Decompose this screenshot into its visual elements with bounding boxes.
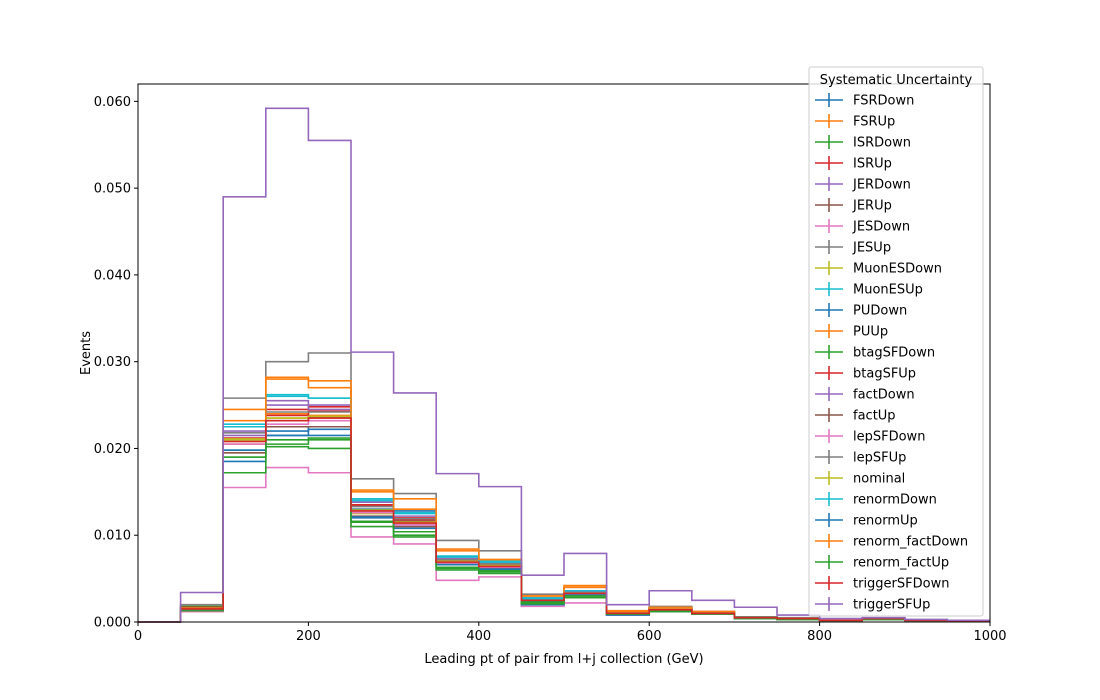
legend-item: renormUp [815, 513, 918, 529]
legend-item: JERDown [815, 177, 911, 193]
y-tick-label: 0.040 [94, 268, 131, 283]
legend-item: nominal [815, 471, 905, 487]
legend-item: PUDown [815, 303, 907, 319]
x-tick-label: 800 [807, 629, 832, 644]
y-tick-label: 0.060 [94, 95, 131, 110]
legend-label: ISRDown [853, 136, 911, 151]
x-tick-label: 0 [134, 629, 142, 644]
legend-item: factUp [815, 408, 896, 424]
legend-item: FSRDown [815, 93, 914, 109]
x-axis: 0 200 400 600 800 1000 [134, 622, 1007, 644]
legend-label: renorm_factDown [853, 535, 968, 550]
x-axis-label: Leading pt of pair from l+j collection (… [424, 652, 703, 667]
legend-label: FSRUp [853, 115, 895, 130]
legend: Systematic Uncertainty FSRDown FSRUp ISRDo… [808, 66, 984, 617]
legend-item: JERUp [815, 198, 892, 214]
legend-label: lepSFDown [853, 430, 925, 445]
legend-label: renormUp [853, 514, 918, 529]
legend-title: Systematic Uncertainty [820, 73, 973, 88]
axes-frame [137, 83, 991, 623]
legend-item: lepSFUp [815, 450, 906, 466]
legend-label: renorm_factUp [853, 556, 949, 571]
x-tick-label: 1000 [973, 629, 1006, 644]
legend-label: ISRUp [853, 157, 892, 172]
x-tick-label: 400 [466, 629, 491, 644]
legend-item: factDown [815, 387, 915, 403]
legend-label: btagSFUp [853, 367, 916, 382]
legend-label: triggerSFUp [853, 598, 930, 613]
legend-label: MuonESUp [853, 283, 923, 298]
legend-item: ISRUp [815, 156, 892, 172]
y-tick-label: 0.000 [94, 616, 131, 631]
legend-label: JESUp [852, 241, 891, 256]
legend-item: btagSFDown [815, 345, 935, 361]
y-axis: 0.000 0.010 0.020 0.030 0.040 0.050 0.060 [94, 95, 138, 631]
y-axis-label: Events [79, 331, 94, 375]
legend-label: PUUp [853, 325, 888, 340]
x-tick-label: 200 [296, 629, 321, 644]
series-line-triggerSFDown [138, 417, 990, 623]
legend-label: lepSFUp [853, 451, 906, 466]
legend-label: JERDown [852, 178, 911, 193]
legend-label: btagSFDown [853, 346, 935, 361]
legend-item: btagSFUp [815, 366, 916, 382]
legend-item: renorm_factDown [815, 534, 968, 550]
legend-item: FSRUp [815, 114, 895, 130]
y-tick-label: 0.020 [94, 442, 131, 457]
legend-item: ISRDown [815, 135, 911, 151]
legend-item: lepSFDown [815, 429, 925, 445]
legend-item: renorm_factUp [815, 555, 949, 571]
legend-label: renormDown [853, 493, 937, 508]
legend-item: PUUp [815, 324, 888, 340]
legend-label: triggerSFDown [853, 577, 949, 592]
legend-item: triggerSFUp [815, 597, 930, 613]
legend-item: MuonESUp [815, 282, 923, 298]
legend-item: JESUp [815, 240, 891, 256]
plot-area [138, 107, 990, 623]
legend-item: renormDown [815, 492, 937, 508]
legend-label: MuonESDown [853, 262, 942, 277]
legend-label: FSRDown [853, 94, 914, 109]
x-tick-label: 600 [637, 629, 662, 644]
legend-box [808, 66, 984, 617]
y-tick-label: 0.050 [94, 182, 131, 197]
y-tick-label: 0.030 [94, 355, 131, 370]
legend-label: JERUp [852, 199, 892, 214]
legend-label: factUp [853, 409, 896, 424]
legend-label: PUDown [853, 304, 907, 319]
series-line-triggerSFUp [138, 107, 990, 623]
legend-item: triggerSFDown [815, 576, 949, 592]
legend-item: JESDown [815, 219, 910, 235]
y-tick-label: 0.010 [94, 529, 131, 544]
legend-item: MuonESDown [815, 261, 942, 277]
legend-items: FSRDown FSRUp ISRDown ISRUp JERDown JERUp JESD… [815, 93, 968, 613]
legend-label: JESDown [852, 220, 910, 235]
legend-label: nominal [853, 472, 905, 487]
legend-label: factDown [853, 388, 915, 403]
